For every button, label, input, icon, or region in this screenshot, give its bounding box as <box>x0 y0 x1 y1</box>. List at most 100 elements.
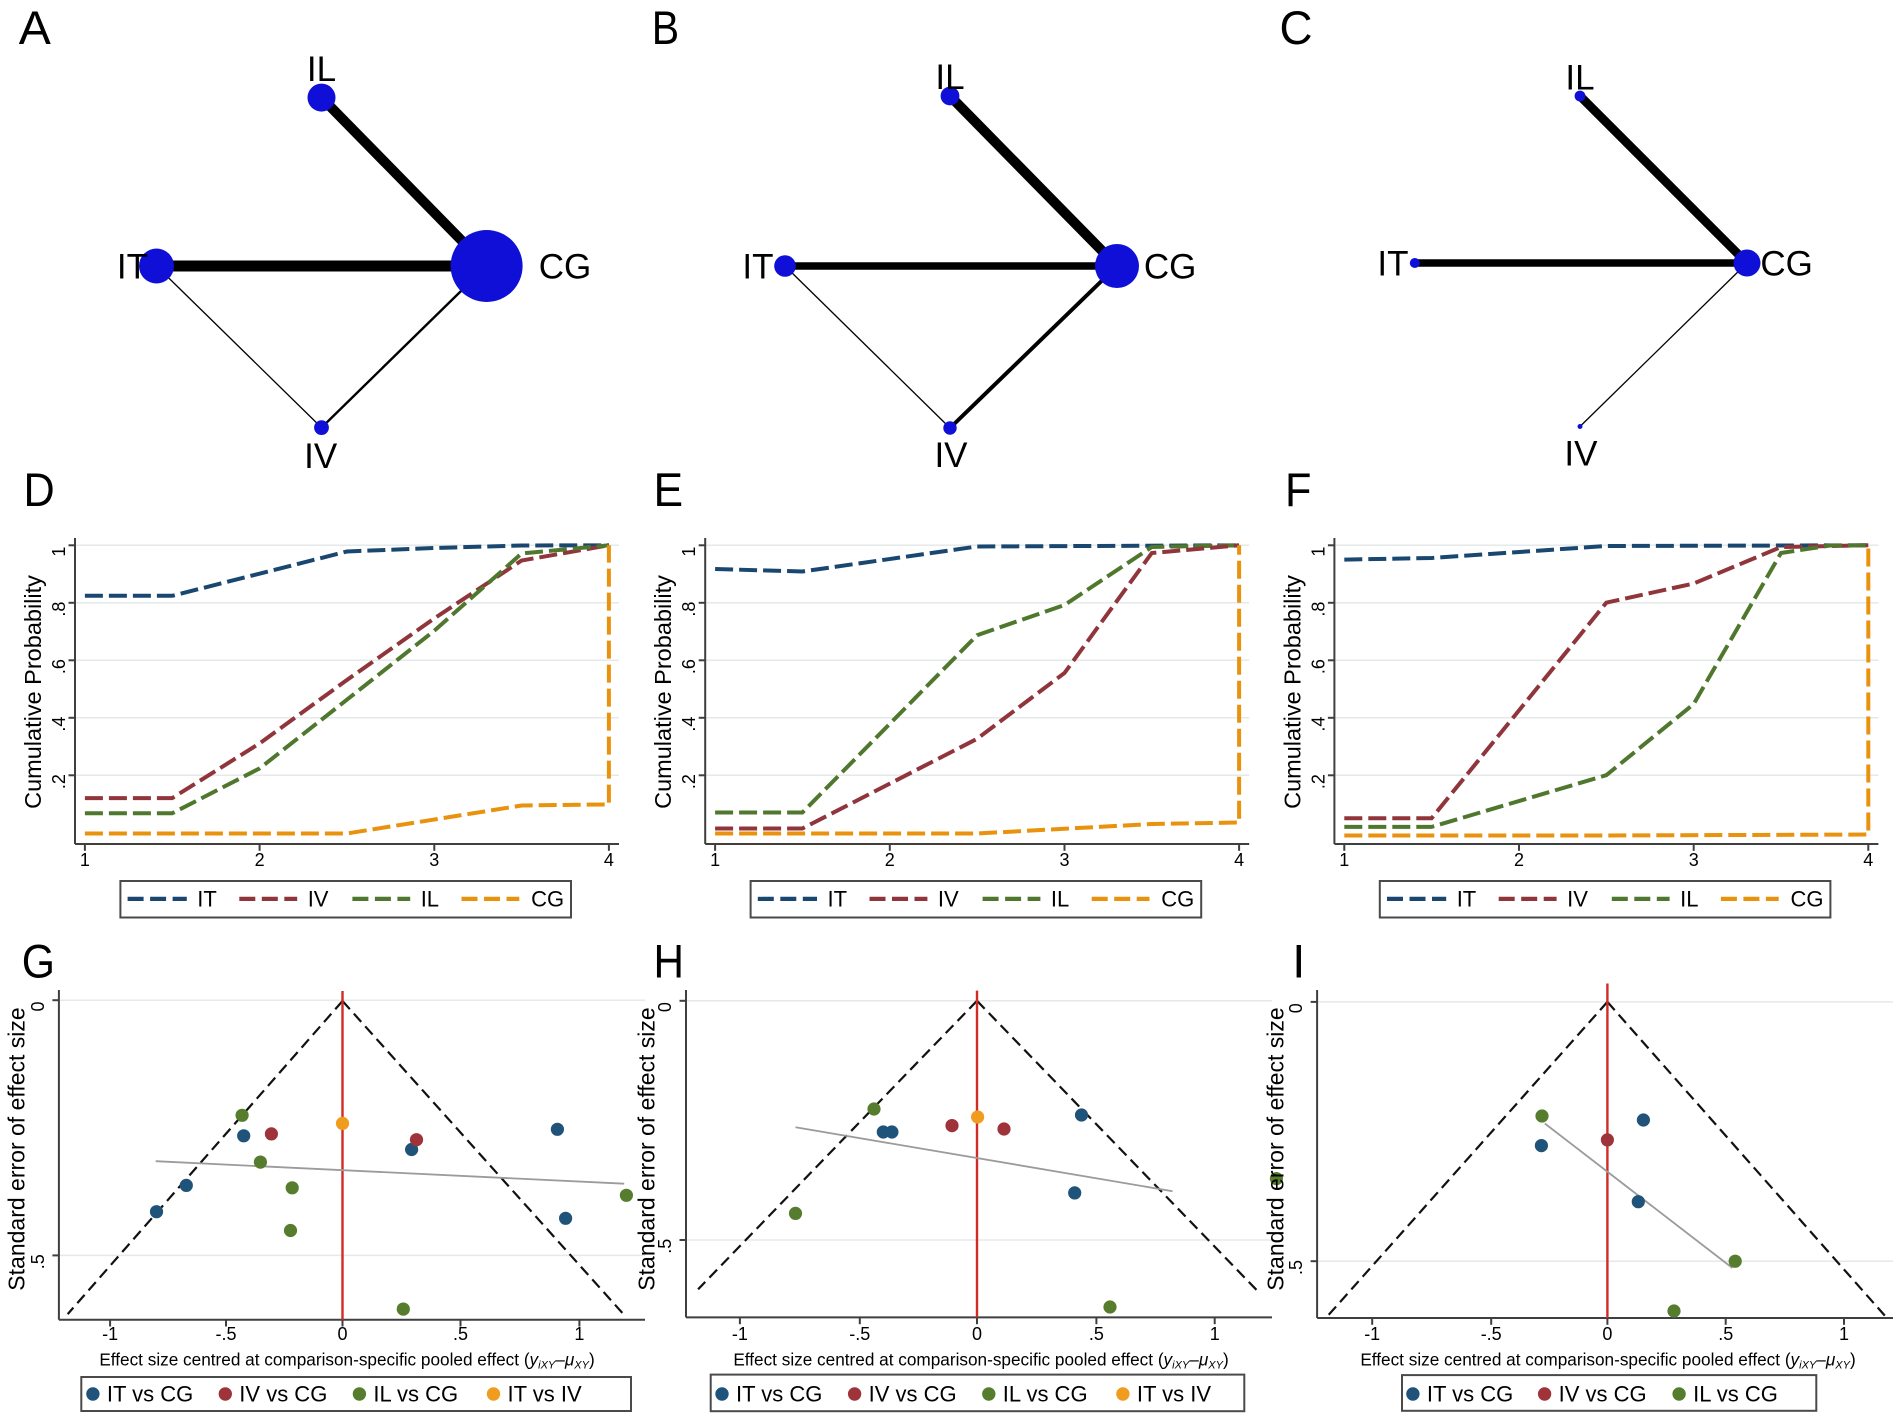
svg-text:.4: .4 <box>1308 717 1328 732</box>
svg-text:2: 2 <box>255 850 265 870</box>
svg-text:1: 1 <box>1308 547 1328 557</box>
svg-text:Standard error of effect size: Standard error of effect size <box>634 1007 660 1290</box>
svg-text:IV vs CG: IV vs CG <box>1559 1382 1647 1407</box>
svg-text:-1: -1 <box>1364 1324 1380 1344</box>
svg-text:IL: IL <box>307 50 336 89</box>
svg-text:IV vs CG: IV vs CG <box>869 1382 957 1407</box>
svg-text:-.5: -.5 <box>215 1324 236 1344</box>
svg-text:.5: .5 <box>28 1254 48 1269</box>
svg-text:3: 3 <box>429 850 439 870</box>
svg-text:IV: IV <box>304 437 338 476</box>
svg-text:.5: .5 <box>1718 1324 1733 1344</box>
svg-text:IL vs CG: IL vs CG <box>1693 1382 1778 1407</box>
svg-text:.2: .2 <box>1308 774 1328 789</box>
svg-text:IL: IL <box>1680 886 1698 911</box>
svg-text:IT: IT <box>1457 886 1477 911</box>
svg-text:CG: CG <box>1161 886 1194 911</box>
svg-text:1: 1 <box>679 547 699 557</box>
svg-text:IT: IT <box>828 886 848 911</box>
svg-text:4: 4 <box>1234 850 1244 870</box>
svg-text:.8: .8 <box>679 602 699 617</box>
svg-text:1: 1 <box>49 547 69 557</box>
svg-text:CG: CG <box>539 248 592 287</box>
svg-text:.8: .8 <box>49 602 69 617</box>
svg-text:1: 1 <box>80 850 90 870</box>
svg-text:1: 1 <box>574 1324 584 1344</box>
svg-text:F: F <box>1285 463 1311 516</box>
svg-text:4: 4 <box>1863 850 1873 870</box>
svg-text:IT vs CG: IT vs CG <box>1427 1382 1513 1407</box>
svg-text:IL: IL <box>421 886 439 911</box>
svg-text:IT vs IV: IT vs IV <box>508 1382 582 1407</box>
svg-text:IL: IL <box>1051 886 1069 911</box>
svg-text:IT: IT <box>197 886 217 911</box>
svg-text:IV: IV <box>308 886 329 911</box>
svg-text:Cumulative Probability: Cumulative Probability <box>1279 575 1305 809</box>
svg-text:-.5: -.5 <box>1481 1324 1502 1344</box>
svg-text:B: B <box>652 1 679 54</box>
svg-text:4: 4 <box>604 850 614 870</box>
svg-text:2: 2 <box>885 850 895 870</box>
svg-text:3: 3 <box>1059 850 1069 870</box>
svg-text:-1: -1 <box>102 1324 118 1344</box>
svg-text:IV: IV <box>1564 434 1598 473</box>
svg-text:Effect size centred at compari: Effect size centred at comparison-specif… <box>99 1350 594 1372</box>
svg-text:IT: IT <box>742 248 773 287</box>
svg-text:IV: IV <box>934 436 968 475</box>
svg-text:Effect size centred at compari: Effect size centred at comparison-specif… <box>733 1350 1228 1372</box>
svg-text:0: 0 <box>1602 1324 1612 1344</box>
svg-text:2: 2 <box>1514 850 1524 870</box>
svg-text:.4: .4 <box>679 717 699 732</box>
svg-text:0: 0 <box>655 1002 675 1012</box>
svg-text:IV vs CG: IV vs CG <box>239 1382 327 1407</box>
svg-text:IT vs CG: IT vs CG <box>107 1382 193 1407</box>
svg-text:3: 3 <box>1689 850 1699 870</box>
svg-text:0: 0 <box>28 1001 48 1011</box>
svg-text:-1: -1 <box>732 1324 748 1344</box>
svg-text:A: A <box>19 1 52 54</box>
svg-text:1: 1 <box>710 850 720 870</box>
svg-text:CG: CG <box>1791 886 1824 911</box>
svg-text:1: 1 <box>1339 850 1349 870</box>
svg-text:D: D <box>24 463 55 516</box>
svg-text:CG: CG <box>1144 248 1197 287</box>
svg-text:0: 0 <box>972 1324 982 1344</box>
svg-text:IL: IL <box>935 58 964 97</box>
svg-text:Cumulative Probability: Cumulative Probability <box>650 575 676 809</box>
svg-text:E: E <box>654 463 684 516</box>
svg-text:.8: .8 <box>1308 602 1328 617</box>
svg-text:G: G <box>22 935 55 988</box>
svg-text:.5: .5 <box>655 1239 675 1254</box>
svg-text:IV: IV <box>938 886 959 911</box>
svg-text:IV: IV <box>1567 886 1588 911</box>
svg-text:Standard error of effect size: Standard error of effect size <box>4 1007 30 1290</box>
svg-text:CG: CG <box>531 886 564 911</box>
svg-text:.6: .6 <box>1308 659 1328 674</box>
svg-text:IL vs CG: IL vs CG <box>1003 1382 1088 1407</box>
svg-text:IT vs CG: IT vs CG <box>736 1382 822 1407</box>
svg-text:0: 0 <box>337 1324 347 1344</box>
svg-text:.4: .4 <box>49 717 69 732</box>
svg-text:Standard error of effect size: Standard error of effect size <box>1263 1007 1289 1290</box>
svg-text:1: 1 <box>1210 1324 1220 1344</box>
svg-text:1: 1 <box>1839 1324 1849 1344</box>
svg-text:.5: .5 <box>453 1324 468 1344</box>
svg-text:Cumulative Probability: Cumulative Probability <box>20 575 46 809</box>
svg-text:.2: .2 <box>679 774 699 789</box>
svg-text:H: H <box>654 935 685 988</box>
svg-text:Effect size centred at compari: Effect size centred at comparison-specif… <box>1360 1350 1855 1372</box>
svg-text:I: I <box>1292 935 1305 988</box>
svg-text:0: 0 <box>1286 1003 1306 1013</box>
svg-text:IL vs CG: IL vs CG <box>373 1382 458 1407</box>
svg-text:.2: .2 <box>49 774 69 789</box>
svg-text:C: C <box>1280 1 1313 54</box>
svg-text:.6: .6 <box>49 659 69 674</box>
svg-text:IL: IL <box>1565 58 1594 97</box>
svg-text:IT: IT <box>1377 245 1408 284</box>
svg-text:-.5: -.5 <box>849 1324 870 1344</box>
svg-text:.5: .5 <box>1286 1260 1306 1275</box>
svg-text:.6: .6 <box>679 659 699 674</box>
svg-text:CG: CG <box>1760 245 1813 284</box>
svg-text:IT vs IV: IT vs IV <box>1137 1382 1211 1407</box>
svg-text:IT: IT <box>117 248 148 287</box>
